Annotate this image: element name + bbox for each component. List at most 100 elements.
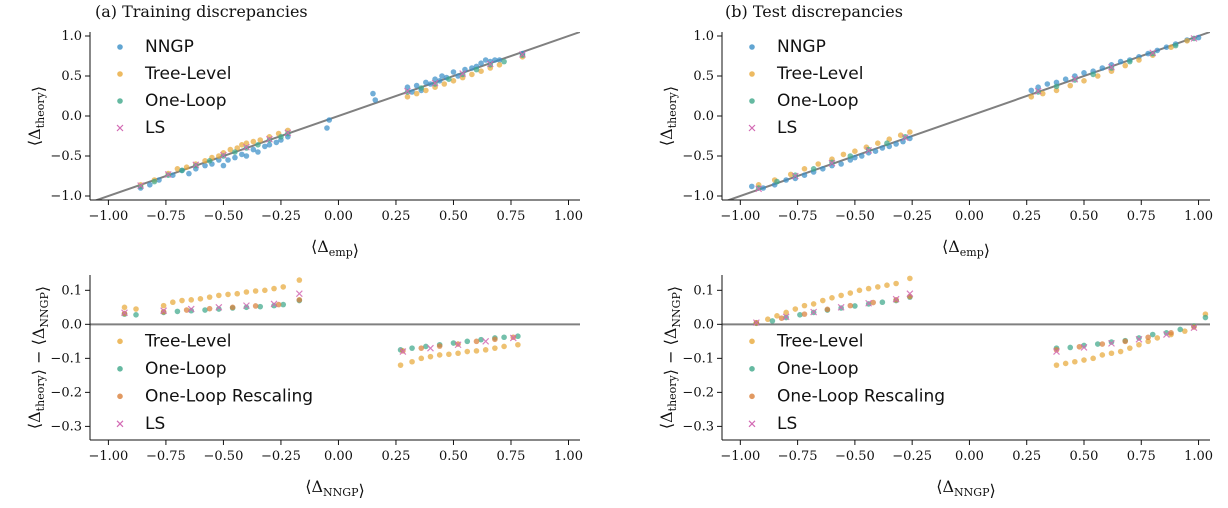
data-point [907,129,913,135]
data-point [397,362,404,368]
data-point [473,66,480,73]
data-point [901,134,909,142]
legend-label: LS [145,118,165,138]
legend-marker [749,71,755,77]
data-point [257,303,264,310]
x-tick-label: −0.75 [778,449,818,464]
data-point [250,146,257,153]
data-point [1136,341,1142,348]
y-tick-label: 1.0 [693,29,714,44]
data-point [170,299,176,306]
data-point [829,294,835,301]
x-axis-label: ⟨ΔNNGP⟩ [936,477,996,500]
data-point [436,352,443,358]
legend-marker [748,420,756,428]
data-point [271,285,277,292]
data-point [215,303,223,311]
data-point [752,319,760,327]
legend-item-ls: LS [748,414,797,434]
data-point [174,308,181,315]
data-point [838,161,844,167]
data-point [828,159,836,167]
data-point [486,60,494,68]
data-point [160,308,167,315]
data-point [372,97,379,103]
x-tick-label: −0.25 [892,449,932,464]
series-tree-level [753,275,1209,368]
legend-label: One-Loop [145,359,227,379]
x-tick-label: 0.75 [1127,209,1156,224]
data-point [202,307,208,313]
data-point [782,313,790,321]
y-tick-label: −1.0 [50,189,82,204]
legend-label: Tree-Level [144,64,231,84]
data-point [450,340,457,346]
data-point [147,182,153,188]
data-point [874,284,881,290]
data-point [1163,330,1170,336]
x-tick-label: −0.75 [146,209,186,224]
data-point [225,291,231,298]
data-point [439,73,445,79]
data-point [216,292,222,299]
data-point [810,166,817,172]
legend-label: One-Loop Rescaling [145,386,313,406]
data-point [202,158,208,164]
data-point [865,299,873,307]
data-point [464,338,471,345]
x-tick-label: −0.50 [204,449,244,464]
data-point [280,284,287,290]
data-point [404,84,411,90]
data-point [870,299,877,306]
x-axis-label: ⟨Δemp⟩ [942,237,990,260]
data-point [907,275,913,282]
x-tick-label: 0.00 [324,209,353,224]
y-axis-label: ⟨Δtheory⟩ [657,86,680,146]
data-point [1094,341,1101,347]
data-point [1149,331,1156,338]
legend-marker [117,71,123,77]
data-point [1053,347,1060,353]
x-tick-label: −0.25 [261,209,301,224]
data-point [1181,328,1188,334]
y-tick-label: −0.2 [682,385,714,400]
data-point [1053,362,1060,368]
data-point [760,185,767,191]
y-axis-label: ⟨Δtheory⟩ − ⟨ΔNNGP⟩ [657,286,684,429]
series-ls [752,290,1198,355]
x-tick-label: 1.00 [554,449,583,464]
data-point [455,73,461,79]
data-point [220,151,227,159]
data-point [252,303,259,309]
data-point [216,306,222,312]
x-tick-label: 0.75 [1127,449,1156,464]
data-point [192,161,200,169]
legend-label: NNGP [777,37,826,57]
data-point [1067,82,1074,89]
data-point [478,68,484,74]
data-point [1177,326,1184,333]
x-tick-label: −0.50 [835,449,875,464]
legend-item-tree-level: Tree-Level [749,331,863,351]
data-point [1108,63,1115,71]
data-point [515,333,521,340]
x-axis-label: ⟨ΔNNGP⟩ [305,477,365,500]
y-tick-label: 1.0 [61,29,82,44]
x-tick-label: 1.00 [554,209,583,224]
legend-label: One-Loop [777,359,859,379]
data-point [810,301,817,307]
data-point [1117,348,1124,355]
data-point [473,338,480,345]
data-point [496,57,503,63]
data-point [519,50,526,58]
data-point [492,336,498,343]
legend-marker [117,366,123,372]
data-point [160,302,167,309]
y-tick-label: −0.5 [50,149,82,164]
legend-label: One-Loop Rescaling [777,386,945,406]
data-point [121,304,128,311]
x-tick-label: −0.50 [835,209,875,224]
data-point [427,344,434,352]
x-tick-label: −1.00 [88,209,128,224]
data-point [266,142,273,148]
